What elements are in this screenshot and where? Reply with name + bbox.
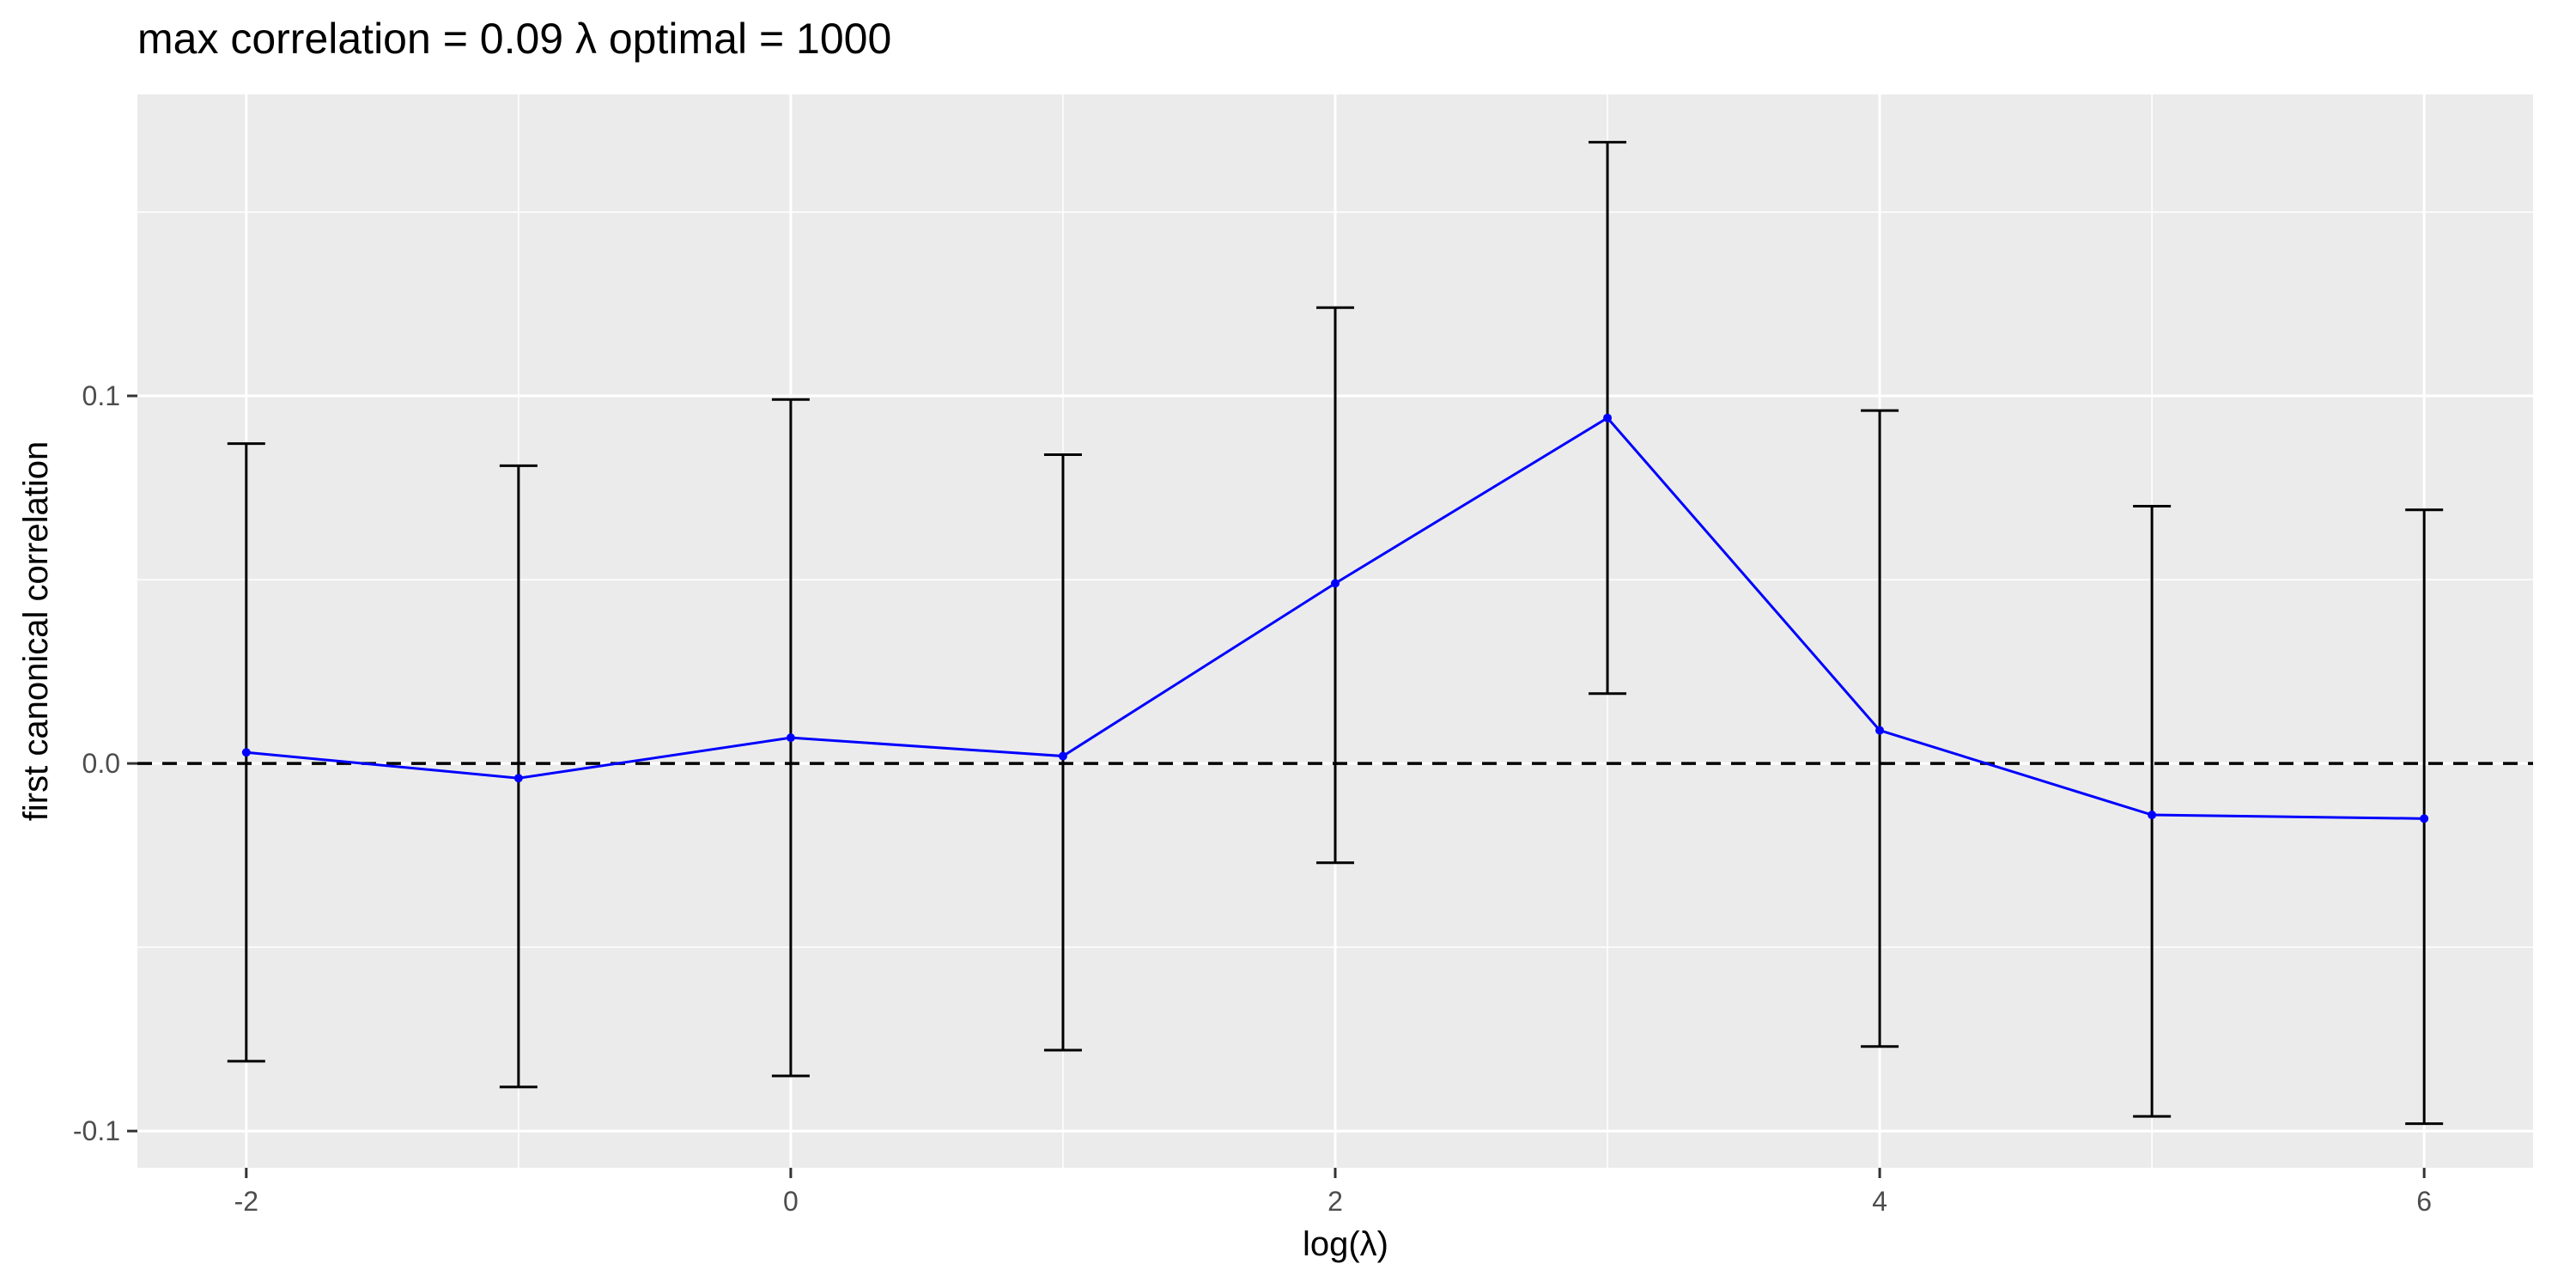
y-tick-label: 0.0 — [82, 748, 120, 779]
data-points — [241, 413, 2429, 823]
data-point — [1331, 579, 1340, 588]
x-tick-label: 4 — [1872, 1186, 1887, 1217]
data-point — [1603, 413, 1613, 422]
x-tick-label: 0 — [783, 1186, 799, 1217]
chart-title: max correlation = 0.09 λ optimal = 1000 — [137, 15, 891, 63]
data-point — [1058, 751, 1067, 761]
y-tick-label: -0.1 — [73, 1115, 120, 1146]
data-point — [1875, 726, 1885, 735]
data-point — [2148, 811, 2157, 820]
data-point — [2420, 814, 2429, 823]
x-tick-label: 2 — [1327, 1186, 1343, 1217]
data-point — [513, 774, 523, 783]
y-axis-ticks: -0.1 0.0 0.1 — [73, 380, 137, 1146]
x-axis-title: log(λ) — [1303, 1225, 1388, 1263]
data-point — [786, 733, 795, 743]
x-tick-label: -2 — [234, 1186, 258, 1217]
x-tick-label: 6 — [2416, 1186, 2432, 1217]
data-point — [241, 748, 251, 757]
y-axis-title: first canonical correlation — [17, 441, 55, 821]
y-tick-label: 0.1 — [82, 380, 120, 411]
x-axis-ticks: -2 0 2 4 6 — [234, 1168, 2432, 1217]
